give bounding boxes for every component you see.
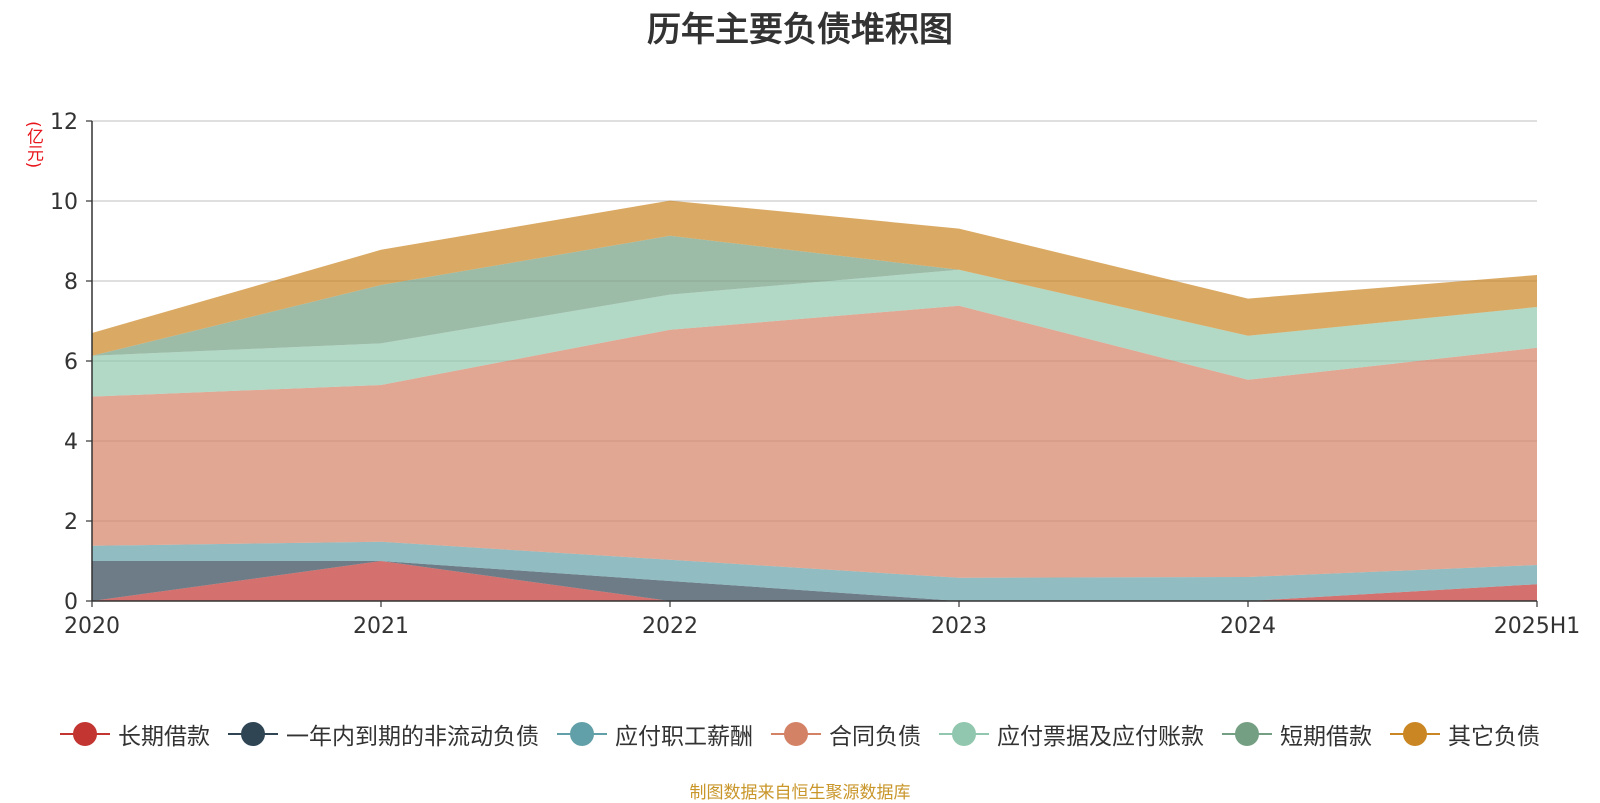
source-note: 制图数据来自恒生聚源数据库 <box>689 783 911 803</box>
legend-marker-icon <box>228 722 278 746</box>
y-tick-label: 12 <box>50 110 78 135</box>
legend: 长期借款 一年内到期的非流动负债 应付职工薪酬 合同负债 应付票据及应付账款 短期借款 其它… <box>0 716 1600 752</box>
area-series <box>92 269 1537 397</box>
stacked-areas <box>92 200 1537 601</box>
y-tick-label: 2 <box>64 510 78 535</box>
x-tick-label: 2024 <box>1220 614 1276 639</box>
axes: 0 2 4 6 8 10 12 2020 2021 2022 2023 2024 2025H1 <box>50 110 1580 639</box>
legend-item[interactable]: 应付职工薪酬 <box>557 717 753 751</box>
legend-dot <box>784 722 808 746</box>
x-tick-label: 2021 <box>353 614 409 639</box>
legend-marker-icon <box>1222 722 1272 746</box>
legend-dot <box>1403 722 1427 746</box>
legend-item[interactable]: 应付票据及应付账款 <box>939 717 1204 751</box>
chart-plot: 0 2 4 6 8 10 12 2020 2021 2022 2023 2024 2025H1 <box>50 110 1580 639</box>
legend-label: 应付票据及应付账款 <box>997 724 1204 750</box>
legend-dot <box>570 722 594 746</box>
y-axis-label: (亿元) <box>23 121 43 169</box>
legend-item[interactable]: 其它负债 <box>1390 717 1540 751</box>
legend-dot <box>1235 722 1259 746</box>
legend-marker-icon <box>557 722 607 746</box>
y-tick-label: 8 <box>64 270 78 295</box>
x-tick-label: 2025H1 <box>1494 614 1581 639</box>
legend-label: 其它负债 <box>1448 724 1540 750</box>
legend-dot <box>952 722 976 746</box>
y-tick-label: 6 <box>64 350 78 375</box>
area-series <box>92 235 1537 356</box>
legend-marker-icon <box>60 722 110 746</box>
legend-item[interactable]: 合同负债 <box>771 717 921 751</box>
legend-marker-icon <box>939 722 989 746</box>
x-tick-label: 2022 <box>642 614 698 639</box>
legend-label: 一年内到期的非流动负债 <box>286 724 539 750</box>
legend-dot <box>73 722 97 746</box>
y-tick-label: 4 <box>64 430 78 455</box>
y-tick-label: 10 <box>50 190 78 215</box>
legend-label: 长期借款 <box>118 724 210 750</box>
legend-label: 短期借款 <box>1280 724 1372 750</box>
x-tick-label: 2020 <box>64 614 120 639</box>
x-tick-label: 2023 <box>931 614 987 639</box>
legend-item[interactable]: 短期借款 <box>1222 717 1372 751</box>
legend-label: 合同负债 <box>829 724 921 750</box>
legend-marker-icon <box>771 722 821 746</box>
chart-title: 历年主要负债堆积图 <box>647 10 953 50</box>
area-series <box>92 561 1537 601</box>
area-series <box>92 305 1537 578</box>
legend-label: 应付职工薪酬 <box>615 724 753 750</box>
area-series <box>92 541 1537 601</box>
area-series <box>92 200 1537 356</box>
legend-item[interactable]: 一年内到期的非流动负债 <box>228 717 539 751</box>
y-tick-label: 0 <box>64 590 78 615</box>
legend-dot <box>241 722 265 746</box>
legend-item[interactable]: 长期借款 <box>60 717 210 751</box>
legend-marker-icon <box>1390 722 1440 746</box>
